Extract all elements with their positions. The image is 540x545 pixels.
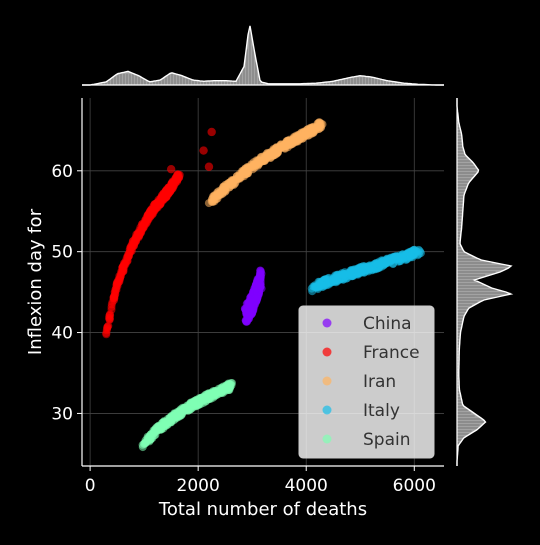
- point-iran: [256, 154, 265, 163]
- point-china: [252, 294, 261, 303]
- legend-label-france: France: [363, 343, 420, 363]
- point-china: [242, 309, 251, 318]
- legend-box: [298, 305, 435, 459]
- marginal-x-distribution: [82, 25, 444, 86]
- point-spain: [176, 409, 185, 418]
- legend-marker-italy: [322, 405, 332, 415]
- point-france: [161, 193, 170, 202]
- series-italy: [307, 245, 425, 296]
- marginal-y-kde: [456, 98, 514, 466]
- point-france-outlier: [207, 127, 216, 137]
- point-spain: [225, 382, 234, 391]
- point-iran: [241, 168, 250, 177]
- point-spain: [189, 398, 198, 407]
- point-spain: [197, 394, 206, 403]
- legend-marker-france: [322, 347, 332, 357]
- point-france: [102, 326, 111, 335]
- point-iran: [288, 140, 297, 149]
- point-italy: [322, 281, 331, 290]
- x-tick-label: 4000: [285, 476, 328, 496]
- point-italy: [398, 253, 407, 262]
- legend: China France Iran Italy Spain: [298, 305, 435, 459]
- x-tick-label: 6000: [393, 476, 436, 496]
- point-italy: [366, 264, 375, 273]
- x-axis-label: Total number of deaths: [158, 499, 367, 520]
- point-italy: [406, 251, 415, 260]
- point-iran: [215, 191, 224, 200]
- legend-label-china: China: [363, 314, 412, 334]
- point-france: [145, 212, 154, 221]
- marginal-y-area: [457, 98, 511, 466]
- point-france: [168, 179, 177, 188]
- point-spain: [153, 426, 162, 435]
- point-spain: [140, 439, 148, 448]
- legend-marker-iran: [322, 376, 332, 386]
- point-iran: [315, 118, 324, 127]
- grid-lines: [82, 98, 444, 466]
- point-france: [106, 314, 114, 322]
- point-china: [255, 283, 264, 292]
- point-spain: [184, 405, 193, 414]
- series-spain: [138, 379, 236, 452]
- point-spain: [161, 420, 170, 429]
- legend-marker-china: [322, 318, 332, 328]
- point-italy: [414, 250, 423, 259]
- point-france: [173, 170, 182, 179]
- point-italy: [331, 276, 340, 285]
- legend-marker-spain: [322, 434, 332, 444]
- point-iran: [249, 158, 258, 167]
- x-tick-label: 2000: [177, 476, 220, 496]
- point-france: [110, 293, 119, 302]
- point-italy: [341, 269, 350, 278]
- series-china: [240, 266, 266, 326]
- point-france-outlier: [204, 162, 214, 171]
- series-france: [102, 127, 216, 339]
- point-iran: [304, 131, 313, 140]
- legend-label-italy: Italy: [363, 401, 400, 421]
- point-italy: [382, 259, 391, 267]
- data-points: [102, 118, 425, 452]
- main-axes-frame: [81, 98, 444, 467]
- point-france: [134, 228, 143, 237]
- y-axis-label: Inflexion day for: [25, 208, 46, 355]
- axis-ticks: 0 2000 4000 6000 30 40 50 60: [51, 162, 436, 496]
- point-spain: [211, 387, 219, 396]
- y-tick-label: 40: [51, 324, 73, 344]
- point-france-outlier: [166, 164, 176, 174]
- series-iran: [204, 118, 327, 208]
- point-iran: [224, 178, 233, 187]
- point-china: [256, 271, 265, 280]
- point-iran: [263, 152, 272, 161]
- point-italy: [373, 259, 382, 268]
- point-france: [124, 253, 133, 262]
- point-france: [139, 220, 148, 229]
- y-tick-label: 30: [51, 404, 73, 424]
- x-tick-label: 0: [85, 476, 96, 496]
- y-tick-label: 60: [51, 162, 73, 182]
- point-france: [113, 282, 122, 291]
- point-france: [129, 242, 138, 251]
- point-france-outlier: [199, 146, 208, 155]
- marginal-x-kde: [82, 25, 444, 86]
- marginal-y-distribution: [456, 98, 514, 466]
- point-iran: [221, 187, 230, 196]
- legend-label-iran: Iran: [363, 372, 396, 392]
- point-spain: [145, 432, 154, 441]
- legend-label-spain: Spain: [363, 430, 411, 450]
- point-france: [151, 205, 160, 214]
- point-italy: [316, 279, 325, 288]
- y-tick-label: 50: [51, 243, 73, 263]
- point-china: [245, 297, 254, 306]
- point-france: [156, 199, 165, 208]
